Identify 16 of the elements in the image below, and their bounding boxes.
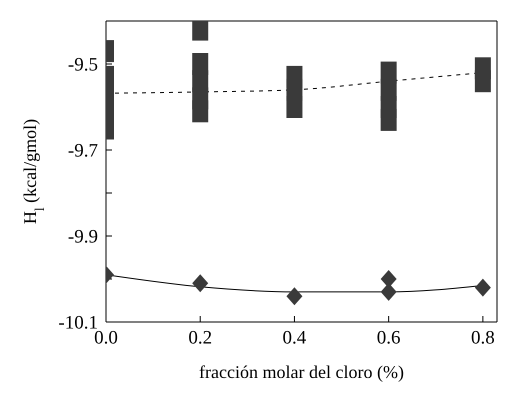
point	[192, 100, 208, 122]
x-tick-label: 0.4	[282, 327, 307, 348]
point	[286, 96, 302, 118]
x-axis-title: fracción molar del cloro (%)	[199, 362, 404, 382]
y-tick-label: -9.5	[68, 54, 98, 76]
point	[474, 278, 491, 297]
y-tick-label: -9.9	[68, 226, 98, 248]
point	[380, 108, 397, 131]
point	[474, 70, 491, 92]
x-tick-label: 0.8	[470, 327, 495, 348]
x-tick-label: 0.6	[376, 327, 401, 348]
point	[286, 287, 302, 306]
point	[192, 274, 208, 292]
y-tick-label: -9.7	[68, 140, 98, 162]
x-tick-label: 0.2	[188, 327, 212, 348]
x-tick-label: 0.0	[94, 327, 118, 348]
